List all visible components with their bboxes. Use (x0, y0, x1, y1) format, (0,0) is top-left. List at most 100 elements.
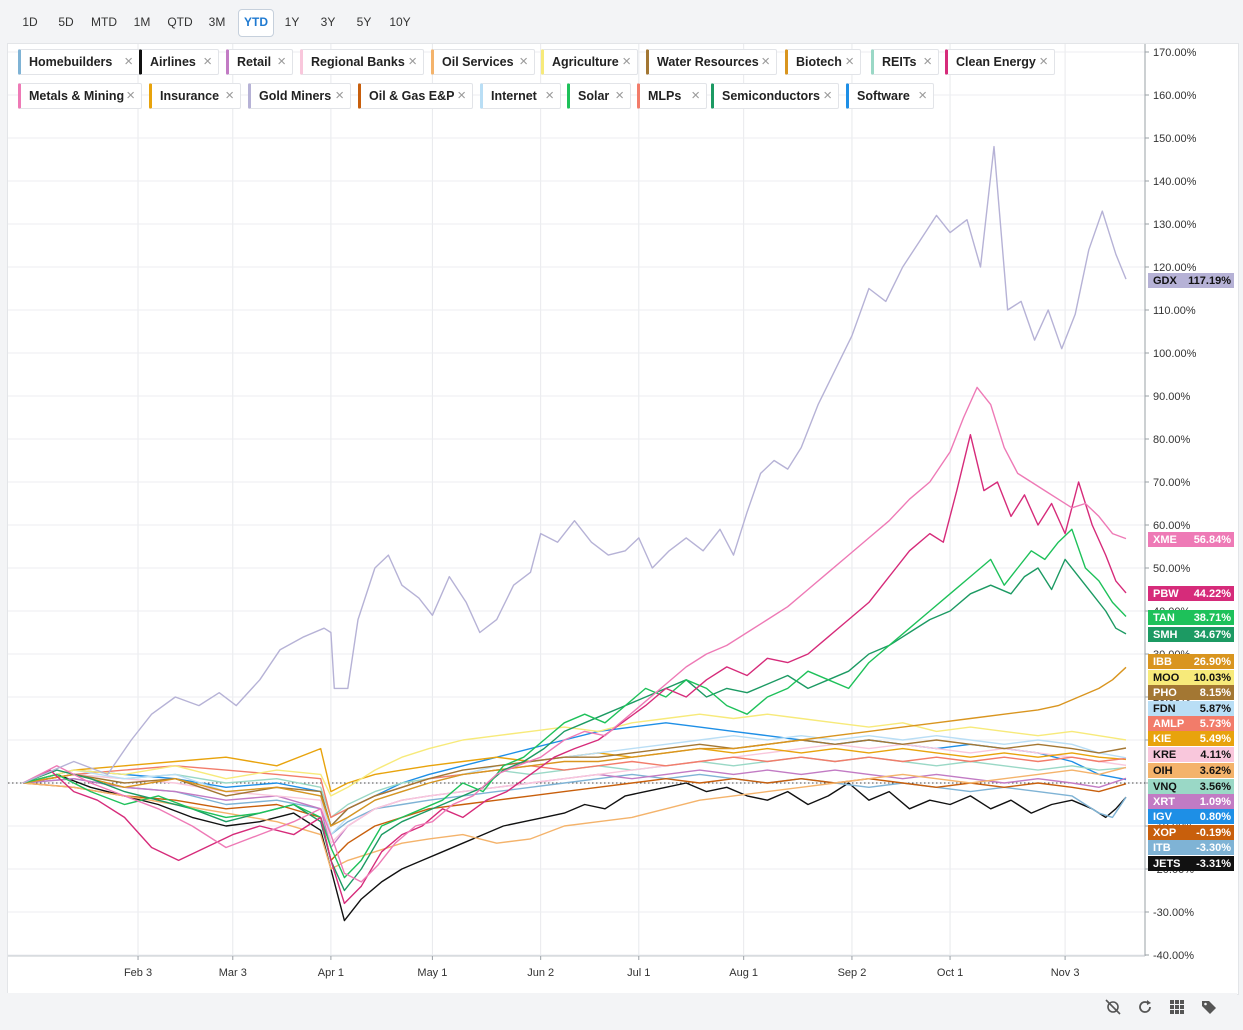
end-label-box-oih (1148, 763, 1234, 778)
timeframe-3y[interactable]: 3Y (320, 15, 336, 29)
legend-label: Metals & Mining (29, 89, 125, 103)
close-icon[interactable]: × (845, 53, 854, 70)
timeframe-5y[interactable]: 5Y (356, 15, 372, 29)
timeframe-3m[interactable]: 3M (208, 15, 226, 29)
chart-toolbar (7, 993, 1237, 1025)
legend-chip-pbw[interactable]: Clean Energy × (945, 49, 1055, 75)
close-icon[interactable]: × (615, 87, 624, 104)
legend-chip-xop[interactable]: Oil & Gas E&P × (358, 83, 473, 109)
legend-chip-ibb[interactable]: Biotech × (785, 49, 861, 75)
crosshair-off-icon[interactable] (1103, 997, 1123, 1017)
end-label-ticker: IGV (1153, 811, 1173, 823)
close-icon[interactable]: × (203, 53, 212, 70)
x-tick-label: Oct 1 (937, 967, 963, 979)
close-icon[interactable]: × (622, 53, 631, 70)
end-label-value: 26.90% (1194, 656, 1232, 668)
x-tick-label: Aug 1 (729, 967, 758, 979)
legend-label: Semiconductors (722, 89, 820, 103)
series-line-pho (22, 739, 1127, 827)
close-icon[interactable]: × (126, 87, 135, 104)
legend-label: Gold Miners (259, 89, 332, 103)
end-label-ticker: SMH (1153, 629, 1178, 641)
timeframe-1d[interactable]: 1D (22, 15, 38, 29)
end-label-value: 1.09% (1200, 796, 1231, 808)
end-label-box-ibb (1148, 654, 1234, 669)
close-icon[interactable]: × (124, 53, 133, 70)
y-tick-label: 80.00% (1153, 434, 1191, 446)
end-label-value: 4.11% (1200, 749, 1231, 761)
end-label-ticker: XME (1153, 534, 1177, 546)
legend-chip-moo[interactable]: Agriculture × (541, 49, 638, 75)
y-tick-label: 110.00% (1153, 305, 1196, 317)
legend-chip-itb[interactable]: Homebuilders × (18, 49, 140, 75)
y-tick-label: 70.00% (1153, 477, 1191, 489)
chart-panel: 170.00% 160.00% 150.00% 140.00% 130.00% 120.0… (7, 43, 1239, 995)
legend-chip-xme[interactable]: Metals & Mining × (18, 83, 142, 109)
series-line-pbw (22, 434, 1127, 905)
legend-chip-igv[interactable]: Software × (846, 83, 934, 109)
close-icon[interactable]: × (545, 87, 554, 104)
end-label-box-moo (1148, 670, 1234, 685)
end-label-ticker: PBW (1153, 588, 1179, 600)
y-tick-label: 140.00% (1153, 176, 1197, 188)
grid-icon[interactable] (1167, 997, 1187, 1017)
end-label-value: 3.56% (1200, 781, 1231, 793)
tag-icon[interactable] (1199, 997, 1219, 1017)
end-label-ticker: IBB (1153, 656, 1172, 668)
timeframe-5d[interactable]: 5D (58, 15, 74, 29)
legend-label: REITs (882, 55, 917, 69)
legend-chip-pho[interactable]: Water Resources × (646, 49, 777, 75)
timeframe-bar: 1D 5D MTD 1M QTD 3M YTD 1Y 3Y 5Y 10Y (0, 0, 1243, 42)
y-tick-label: 50.00% (1153, 563, 1191, 575)
series-line-oih (22, 766, 1127, 870)
timeframe-mtd[interactable]: MTD (91, 15, 117, 29)
end-label-ticker: MOO (1153, 672, 1180, 684)
close-icon[interactable]: × (823, 87, 832, 104)
legend-chip-kre[interactable]: Regional Banks × (300, 49, 424, 75)
close-icon[interactable]: × (225, 87, 234, 104)
legend-chip-vnq[interactable]: REITs × (871, 49, 939, 75)
legend-label: MLPs (648, 89, 682, 103)
end-label-value: 5.49% (1200, 733, 1231, 745)
series-line-gdx (22, 145, 1127, 784)
close-icon[interactable]: × (691, 87, 700, 104)
refresh-icon[interactable] (1135, 997, 1155, 1017)
end-label-box-jets (1148, 856, 1234, 871)
legend-chip-kie[interactable]: Insurance × (149, 83, 241, 109)
end-label-value: 34.67% (1194, 629, 1232, 641)
timeframe-1m[interactable]: 1M (133, 15, 151, 29)
y-tick-label: 120.00% (1153, 262, 1197, 274)
close-icon[interactable]: × (408, 53, 417, 70)
end-label-value: 38.71% (1194, 612, 1232, 624)
close-icon[interactable]: × (335, 87, 344, 104)
legend-chip-tan[interactable]: Solar × (567, 83, 631, 109)
y-tick-label: 170.00% (1153, 47, 1197, 59)
close-icon[interactable]: × (1039, 53, 1048, 70)
series-line-moo (22, 713, 1127, 797)
close-icon[interactable]: × (277, 53, 286, 70)
timeframe-1y[interactable]: 1Y (284, 15, 300, 29)
timeframe-qtd[interactable]: QTD (167, 15, 193, 29)
x-tick-label: Feb 3 (124, 967, 152, 979)
x-tick-label: Mar 3 (219, 967, 247, 979)
legend-chip-oih[interactable]: Oil Services × (431, 49, 535, 75)
legend-chip-jets[interactable]: Airlines × (139, 49, 219, 75)
series-line-xme (22, 386, 1127, 883)
legend-label: Oil & Gas E&P (369, 89, 455, 103)
close-icon[interactable]: × (519, 53, 528, 70)
x-tick-label: Jun 2 (527, 967, 554, 979)
legend-chip-smh[interactable]: Semiconductors × (711, 83, 839, 109)
legend-chip-gdx[interactable]: Gold Miners × (248, 83, 351, 109)
timeframe-ytd[interactable]: YTD (238, 9, 274, 37)
legend-label: Internet (491, 89, 537, 103)
end-label-ticker: XOP (1153, 827, 1176, 839)
close-icon[interactable]: × (918, 87, 927, 104)
timeframe-10y[interactable]: 10Y (389, 15, 411, 29)
series-line-amlp (22, 756, 1127, 819)
close-icon[interactable]: × (457, 87, 466, 104)
legend-chip-amlp[interactable]: MLPs × (637, 83, 707, 109)
close-icon[interactable]: × (761, 53, 770, 70)
close-icon[interactable]: × (923, 53, 932, 70)
legend-chip-fdn[interactable]: Internet × (480, 83, 561, 109)
legend-chip-xrt[interactable]: Retail × (226, 49, 293, 75)
